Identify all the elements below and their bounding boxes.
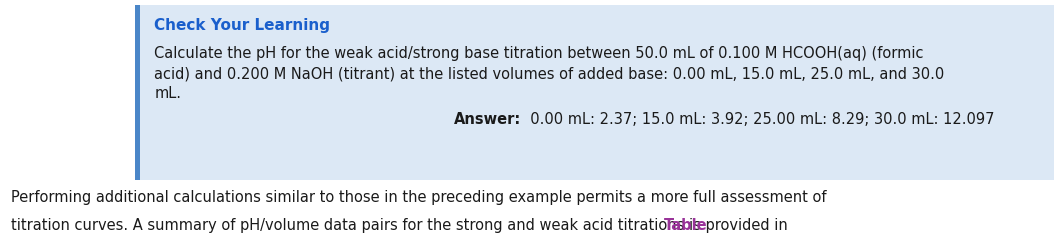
Bar bbox=[135, 5, 1054, 180]
Text: 0.00 mL: 2.37; 15.0 mL: 3.92; 25.00 mL: 8.29; 30.0 mL: 12.097: 0.00 mL: 2.37; 15.0 mL: 3.92; 25.00 mL: … bbox=[521, 112, 994, 127]
Text: titration curves. A summary of pH/volume data pairs for the strong and weak acid: titration curves. A summary of pH/volume… bbox=[11, 218, 792, 233]
Text: Table: Table bbox=[663, 218, 708, 233]
Text: Performing additional calculations similar to those in the preceding example per: Performing additional calculations simil… bbox=[11, 190, 826, 205]
Text: Answer:: Answer: bbox=[454, 112, 522, 127]
Text: Calculate the pH for the weak acid/strong base titration between 50.0 mL of 0.10: Calculate the pH for the weak acid/stron… bbox=[154, 46, 924, 61]
Bar bbox=[135, 5, 140, 180]
Text: mL.: mL. bbox=[154, 86, 182, 101]
Text: acid) and 0.200 M NaOH (titrant) at the listed volumes of added base: 0.00 mL, 1: acid) and 0.200 M NaOH (titrant) at the … bbox=[154, 66, 944, 81]
Text: Check Your Learning: Check Your Learning bbox=[154, 18, 331, 33]
